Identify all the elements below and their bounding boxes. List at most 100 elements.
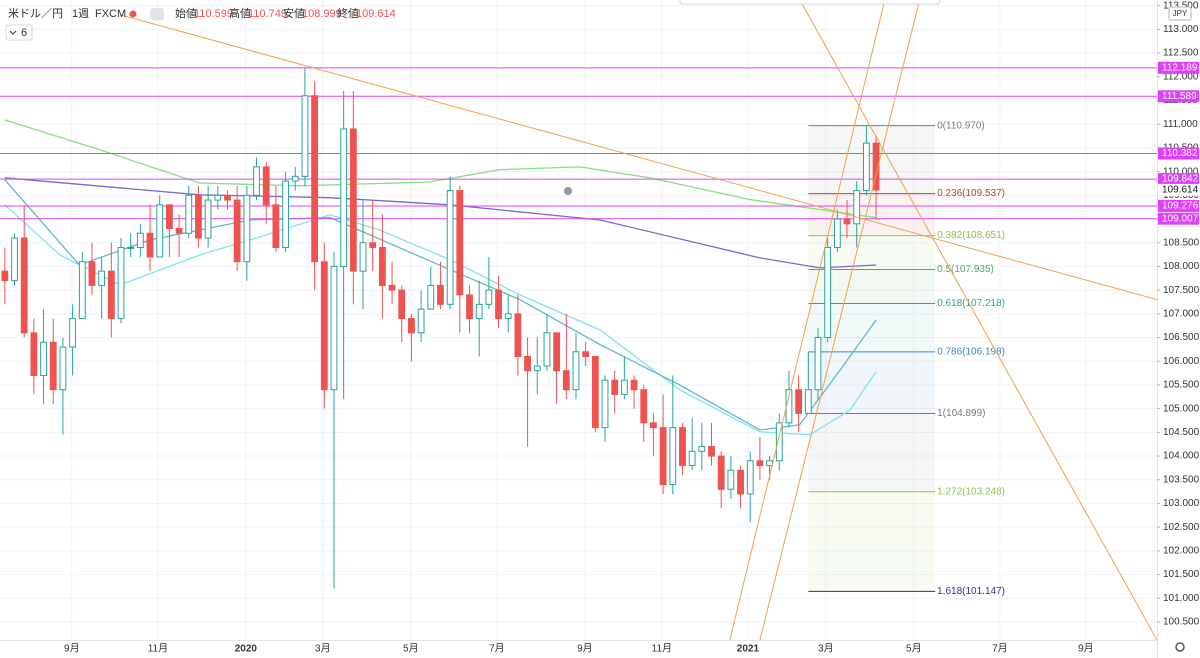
candle-body xyxy=(640,389,648,424)
y-tick-label: 106.500 xyxy=(1163,332,1200,343)
trend-line xyxy=(729,0,886,640)
candle-body xyxy=(524,356,531,372)
candle-body xyxy=(282,180,289,248)
candle-body xyxy=(49,341,57,391)
y-tick-label: 104.500 xyxy=(1163,427,1200,438)
candle-body xyxy=(69,318,77,348)
candle-body xyxy=(40,341,47,376)
fib-label: 0.618(107.218) xyxy=(937,298,1005,309)
price-label: 109.007 xyxy=(1162,213,1199,224)
axes: 100.500 101.000 101.500 102.000 102.500 103.0… xyxy=(64,0,1200,654)
y-tick-label: 102.000 xyxy=(1163,546,1200,557)
candle-body xyxy=(253,166,260,196)
candle-body xyxy=(320,261,328,391)
candle-body xyxy=(775,422,783,462)
candle-body xyxy=(669,427,677,486)
collapse-button[interactable] xyxy=(150,8,164,20)
low-label: 安値 xyxy=(283,6,305,20)
plot-area: 0(110.970) 0.236(109.537) 0.382(108.651) 0.… xyxy=(0,0,1157,640)
candle-body xyxy=(369,242,377,248)
candle-body xyxy=(417,308,425,334)
x-tick-label: 3月 xyxy=(818,643,834,655)
y-tick-label: 105.500 xyxy=(1163,380,1200,391)
x-tick-label: 2020 xyxy=(235,644,258,655)
candle-body xyxy=(514,313,522,358)
y-tick-label: 100.500 xyxy=(1163,617,1200,628)
candle-body xyxy=(11,237,18,282)
price-label: 109.842 xyxy=(1162,174,1199,185)
candle-body xyxy=(456,190,464,296)
price-label-box xyxy=(1158,61,1199,74)
candle-body xyxy=(359,242,367,272)
candle-body xyxy=(543,332,551,367)
candle-body xyxy=(708,446,715,457)
moving-average xyxy=(4,119,877,219)
candle-body xyxy=(862,142,870,192)
y-tick-label: 112.500 xyxy=(1163,48,1199,59)
candle-body xyxy=(679,427,686,467)
fib-band xyxy=(808,413,936,492)
high-label: 高値 xyxy=(229,6,251,20)
fib-band xyxy=(808,193,936,236)
trend-line xyxy=(759,0,921,640)
candle-body xyxy=(146,232,154,258)
status-dot xyxy=(129,10,137,18)
currency: JPY xyxy=(1173,9,1188,18)
candle-body xyxy=(853,190,861,225)
candle-body xyxy=(20,237,28,334)
x-tick-label: 11月 xyxy=(652,643,672,655)
x-tick-label: 5月 xyxy=(403,643,419,655)
candle-body xyxy=(630,379,638,391)
candle-body xyxy=(446,190,454,305)
interval: 1週 xyxy=(72,7,89,20)
source: FXCM xyxy=(95,8,126,20)
candle-body xyxy=(291,175,299,182)
candle-body xyxy=(611,379,619,395)
candle-body xyxy=(717,455,725,490)
indicator-value: 6 xyxy=(21,27,27,39)
indicator-toggle[interactable] xyxy=(5,24,33,41)
price-label-box xyxy=(1158,147,1199,160)
candle-body xyxy=(766,460,773,467)
settings-icon[interactable] xyxy=(1175,642,1185,652)
candle-body xyxy=(262,166,270,206)
candle-body xyxy=(601,379,609,429)
price-label: 111.589 xyxy=(1162,91,1197,102)
candle-body xyxy=(117,246,125,320)
y-tick-label: 108.500 xyxy=(1163,237,1200,248)
price-label-box xyxy=(1158,199,1199,212)
fib-label: 1.618(101.147) xyxy=(937,586,1005,597)
x-tick-label: 3月 xyxy=(315,643,331,655)
fib-label: 0.382(108.651) xyxy=(937,230,1005,241)
candle-body xyxy=(746,460,754,495)
open-value: 110.599 xyxy=(194,8,233,20)
candle-body xyxy=(756,460,764,467)
candle-body xyxy=(243,194,251,263)
candle-body xyxy=(872,142,880,191)
candle-body xyxy=(437,284,444,305)
close-value: 109.614 xyxy=(356,8,396,20)
candle-body xyxy=(804,389,812,414)
chevron-icon xyxy=(9,30,17,35)
candle-body xyxy=(78,261,86,320)
y-tick-label: 107.000 xyxy=(1163,308,1200,319)
candle-body xyxy=(156,204,164,258)
candle-body xyxy=(688,450,696,467)
candle-body xyxy=(88,261,96,286)
current-price-box xyxy=(1158,183,1199,196)
candle-body xyxy=(659,427,667,486)
candle-body xyxy=(408,318,415,334)
candle-body xyxy=(166,204,173,230)
candle-body xyxy=(737,469,744,495)
candle-body xyxy=(59,346,67,391)
candle-body xyxy=(311,95,319,263)
fib-label: 0.236(109.537) xyxy=(937,188,1005,199)
price-label: 110.382 xyxy=(1162,148,1198,159)
candle-body xyxy=(833,218,841,248)
candle-body xyxy=(1,270,9,282)
fib-label: 1.272(103.248) xyxy=(937,486,1005,497)
x-tick-label: 9月 xyxy=(577,643,593,655)
